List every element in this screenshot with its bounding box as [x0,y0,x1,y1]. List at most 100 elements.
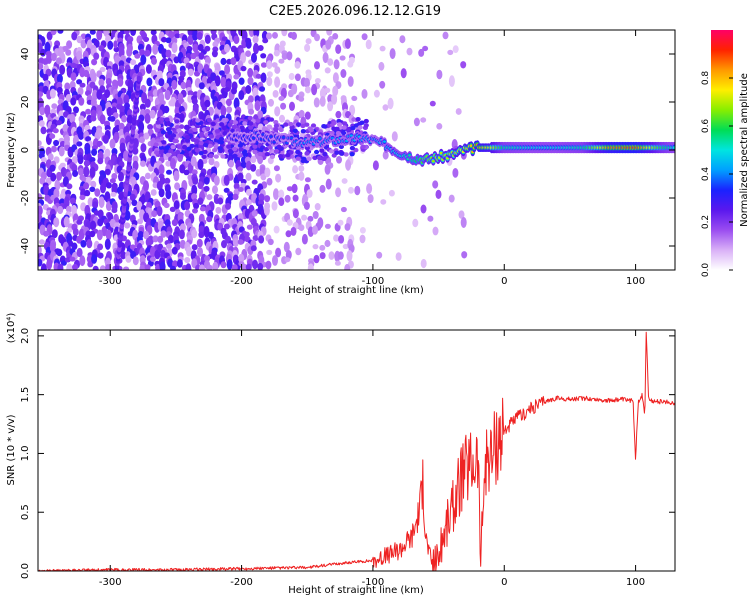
spectrogram-cell [211,49,218,58]
snr-frame [37,329,676,572]
spectrogram-cell [237,239,244,245]
spectrogram-cell [38,258,43,267]
spectrogram-cell [96,229,103,241]
spectrogram-cell [170,158,176,170]
spectrogram-cell [240,65,247,72]
spectrogram-cell [388,189,395,197]
spectrogram-cell [340,206,347,213]
spectrogram-cell [195,118,201,123]
spectrogram-cell [272,32,278,39]
spectrogram-cell [273,165,280,172]
spectrogram-cell [273,123,279,128]
spectrogram-cell [272,255,278,266]
spectrogram-cell [420,258,427,269]
spectrogram-cell [458,210,465,219]
spectrogram-cell [333,234,340,242]
colorbar-tick-label: 0.6 [701,119,711,134]
spectrogram-cell [158,78,165,87]
spectrogram-cell [285,152,291,158]
spectrogram-cell [39,177,46,185]
spectrogram-cell [291,31,297,40]
spectrogram-cell [298,171,305,181]
spectrogram-cell [163,202,170,209]
spectrogram-cell [326,30,333,36]
spectrogram-cell [319,148,325,153]
spectrogram-cell [169,206,176,212]
spectrogram-cell [273,225,280,234]
spectrogram-cell [160,230,167,238]
spectrogram-cell [351,95,358,101]
spectrogram-cell [266,76,273,87]
spectrogram-cell [436,69,443,80]
spectrogram-cell [220,154,226,159]
spectrogram-cell [65,205,72,213]
spectrogram-cell [172,260,178,268]
spectrogram-cell [212,185,218,195]
spectrogram-cell [412,218,419,228]
spectrogram-cell [198,140,204,146]
spectrogram-cell [40,126,47,135]
spectrogram-cell [294,61,301,69]
spectrogram-cell [312,244,319,250]
spectrogram-cell [220,57,227,66]
spectrogram-cell [469,144,473,147]
spectrogram-cell [257,155,264,165]
spectrogram-cell [91,148,98,156]
spectrogram-cell [220,261,227,269]
spectrogram-cell [154,150,160,155]
spectrogram-cell [56,171,62,181]
spectrogram-cell [231,264,238,270]
spectrogram-cell [91,254,98,264]
spectrogram-cell [354,185,361,196]
spectrogram-cell [176,259,183,268]
spectrogram-cell [274,106,281,117]
spectrogram-cell [109,116,116,122]
spectrogram-cell [117,78,124,87]
spectrogram-cell [460,61,467,69]
spectrogram-cell [94,188,101,197]
spectrogram-cell [178,154,184,159]
spectrogram-cell [275,247,282,258]
colorbar-tick-label: 0.4 [701,167,711,182]
spectrogram-cell [72,170,79,177]
spectrogram-cell [285,141,289,145]
spectrogram-cell [300,129,306,134]
spectrogram-cell [49,164,56,172]
spectrogram-cell [376,251,383,259]
spectrogram-cell [139,103,146,112]
spectrogram-cell [307,215,314,222]
spectrogram-cell [278,154,284,159]
spectrogram-cell [104,89,111,99]
spectrogram-cell [206,264,213,270]
spectrogram-cell [290,226,297,236]
spectrogram-cell [156,205,163,217]
spectrogram-cell [219,122,225,127]
spectrogram-cell [273,188,279,200]
spectrogram-cell [183,57,190,65]
spectrogram-cell [130,30,137,36]
spectrogram-cell [174,124,181,130]
spectrogram-cell [197,44,204,52]
spectrogram-cell [110,191,117,197]
spectrogram-cell [99,265,106,270]
spectrogram-cell [123,150,129,162]
spectrogram-cell [357,125,363,130]
spectrogram-cell [319,252,326,260]
spectrogram-cell [335,110,342,119]
spectrogram-cell [278,189,285,199]
spectrogram-cell [312,211,319,219]
spectrogram-cell [280,102,287,110]
spectrogram-x-tick-label: 100 [626,276,645,287]
spectrogram-cell [349,134,353,137]
spectrogram-cell [310,123,317,128]
spectrogram-cell [69,256,76,262]
spectrogram-cell [97,157,104,165]
spectrogram-cell [206,194,213,201]
spectrogram-cell [245,85,252,94]
spectrogram-cell [174,182,181,190]
spectrogram-x-tick-label: -100 [362,276,385,287]
spectrogram-cell [241,263,248,270]
spectrogram-cell [226,259,233,270]
spectrogram-cell [83,160,90,167]
spectrogram-cell [50,172,57,182]
